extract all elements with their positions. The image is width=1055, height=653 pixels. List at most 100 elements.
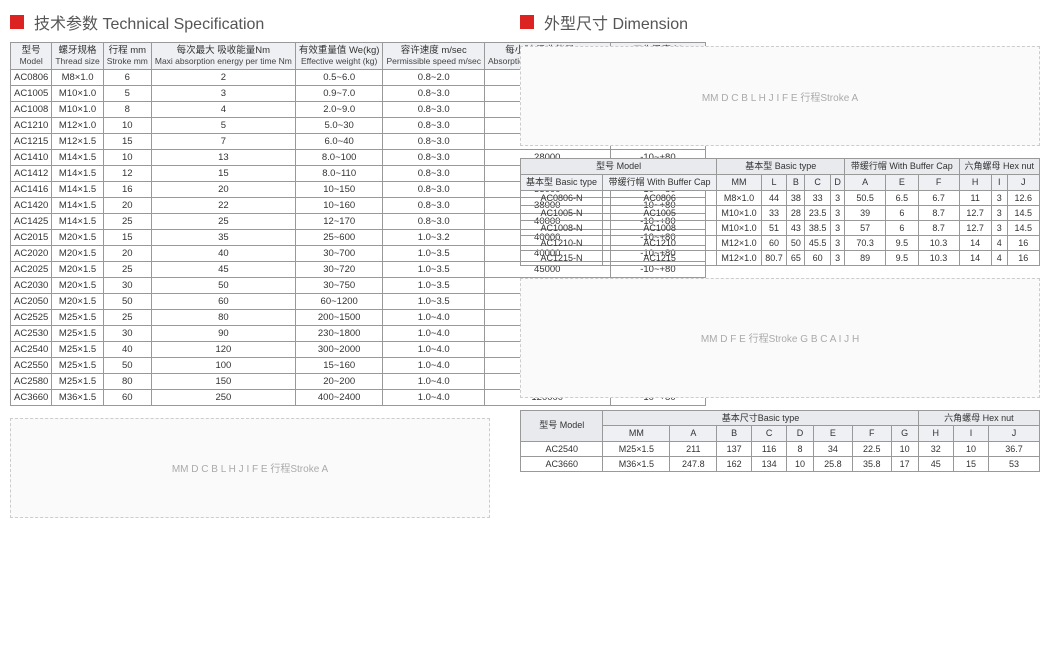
table-cell: 25~600 [295, 229, 383, 245]
table-cell: M20×1.5 [52, 245, 103, 261]
table-cell: 10 [891, 442, 918, 457]
table-cell: 22 [151, 197, 295, 213]
dim1-col: E [886, 174, 919, 190]
spec-col-header: 有效重量值 We(kg)Effective weight (kg) [295, 43, 383, 70]
table-cell: 6.5 [886, 190, 919, 205]
table-cell: 15~160 [295, 357, 383, 373]
table-cell: 0.8~3.0 [383, 85, 484, 101]
table-cell: 12~170 [295, 213, 383, 229]
table-cell: M25×1.5 [52, 357, 103, 373]
table-cell: 137 [717, 442, 752, 457]
table-cell: 15 [151, 165, 295, 181]
table-cell: 38.5 [805, 220, 831, 235]
table-cell: 1.0~4.0 [383, 389, 484, 405]
table-cell: AC1215 [11, 133, 52, 149]
table-cell: 60 [761, 235, 787, 250]
table-cell: 0.9~7.0 [295, 85, 383, 101]
table-cell: 38 [787, 190, 805, 205]
table-cell: 70.3 [845, 235, 886, 250]
table-cell: M12×1.0 [717, 235, 761, 250]
table-cell: 15 [953, 457, 988, 472]
table-cell: 17 [891, 457, 918, 472]
table-cell: AC2540 [11, 341, 52, 357]
table-cell: 12 [103, 165, 151, 181]
table-cell: 8 [103, 101, 151, 117]
table-cell: 0.8~3.0 [383, 101, 484, 117]
table-cell: AC2020 [11, 245, 52, 261]
dim1-basic-hdr: 基本型 Basic type [717, 159, 845, 175]
dim1-col: F [918, 174, 959, 190]
table-cell: M14×1.5 [52, 165, 103, 181]
table-cell: 134 [752, 457, 787, 472]
dim2-col: B [717, 426, 752, 442]
table-cell: M10×1.0 [717, 205, 761, 220]
spec-col-header: 容许速度 m/secPermissible speed m/sec [383, 43, 484, 70]
table-cell: 40 [151, 245, 295, 261]
spec-col-header: 行程 mmStroke mm [103, 43, 151, 70]
table-cell: AC1416 [11, 181, 52, 197]
table-cell: 25.8 [813, 457, 852, 472]
table-cell: AC1210 [602, 235, 716, 250]
table-cell: 162 [717, 457, 752, 472]
table-cell: 120 [151, 341, 295, 357]
table-cell: 10 [953, 442, 988, 457]
table-cell: 100 [151, 357, 295, 373]
dim2-col: J [989, 426, 1040, 442]
table-cell: 45 [918, 457, 953, 472]
table-cell: 1.0~3.5 [383, 245, 484, 261]
table-cell: M10×1.0 [52, 85, 103, 101]
table-row: AC1008-NAC1008M10×1.0514338.535768.712.7… [521, 220, 1040, 235]
dim1-col: MM [717, 174, 761, 190]
diagram-labels-1b: MM D C B L H J I F E 行程Stroke A [702, 89, 858, 104]
dimension-table-1: 型号 Model 基本型 Basic type 带缓行帽 With Buffer… [520, 158, 1040, 266]
dim1-sub-hdr: 带缓行帽 With Buffer Cap [602, 174, 716, 190]
table-cell: 30~720 [295, 261, 383, 277]
table-cell: AC1210-N [521, 235, 603, 250]
red-marker-icon [520, 15, 534, 29]
table-cell: 40 [103, 341, 151, 357]
table-cell: AC1420 [11, 197, 52, 213]
table-cell: M12×1.5 [52, 133, 103, 149]
table-cell: M8×1.0 [52, 69, 103, 85]
table-cell: 0.8~2.0 [383, 69, 484, 85]
table-cell: 90 [151, 325, 295, 341]
table-cell: 50 [787, 235, 805, 250]
spec-col-header: 每次最大 吸收能量NmMaxi absorption energy per ti… [151, 43, 295, 70]
table-cell: M25×1.5 [52, 373, 103, 389]
table-cell: AC0806 [602, 190, 716, 205]
table-cell: 51 [761, 220, 787, 235]
table-cell: AC1425 [11, 213, 52, 229]
table-cell: 2.0~9.0 [295, 101, 383, 117]
spec-col-header: 螺牙规格Thread size [52, 43, 103, 70]
table-cell: AC2050 [11, 293, 52, 309]
table-cell: 3 [991, 190, 1007, 205]
diagram-top-right: MM D C B L H J I F E 行程Stroke A [520, 46, 1040, 146]
spec-col-header: 型号Model [11, 43, 52, 70]
table-cell: M14×1.5 [52, 149, 103, 165]
table-cell: AC1210 [11, 117, 52, 133]
table-cell: 0.8~3.0 [383, 213, 484, 229]
table-cell: 12.7 [959, 220, 991, 235]
table-cell: 8.0~110 [295, 165, 383, 181]
dim1-col: J [1007, 174, 1039, 190]
table-cell: 50 [103, 357, 151, 373]
table-cell: 6.0~40 [295, 133, 383, 149]
table-cell: 7 [151, 133, 295, 149]
table-cell: 28 [787, 205, 805, 220]
table-cell: 36.7 [989, 442, 1040, 457]
dimension-title: 外型尺寸 Dimension [520, 10, 1040, 34]
table-cell: 57 [845, 220, 886, 235]
table-cell: AC2525 [11, 309, 52, 325]
table-cell: 6.7 [918, 190, 959, 205]
table-cell: 80 [103, 373, 151, 389]
table-row: AC0806-NAC0806M8×1.0443833350.56.56.7113… [521, 190, 1040, 205]
table-cell: 44 [761, 190, 787, 205]
dim2-model-hdr: 型号 Model [521, 410, 603, 442]
table-cell: AC3660 [11, 389, 52, 405]
dim2-col: D [787, 426, 814, 442]
table-cell: 0.8~3.0 [383, 197, 484, 213]
table-cell: 10.3 [918, 235, 959, 250]
dim1-col: L [761, 174, 787, 190]
dim2-hex-hdr: 六角螺母 Hex nut [918, 410, 1039, 426]
table-cell: M25×1.5 [603, 442, 670, 457]
